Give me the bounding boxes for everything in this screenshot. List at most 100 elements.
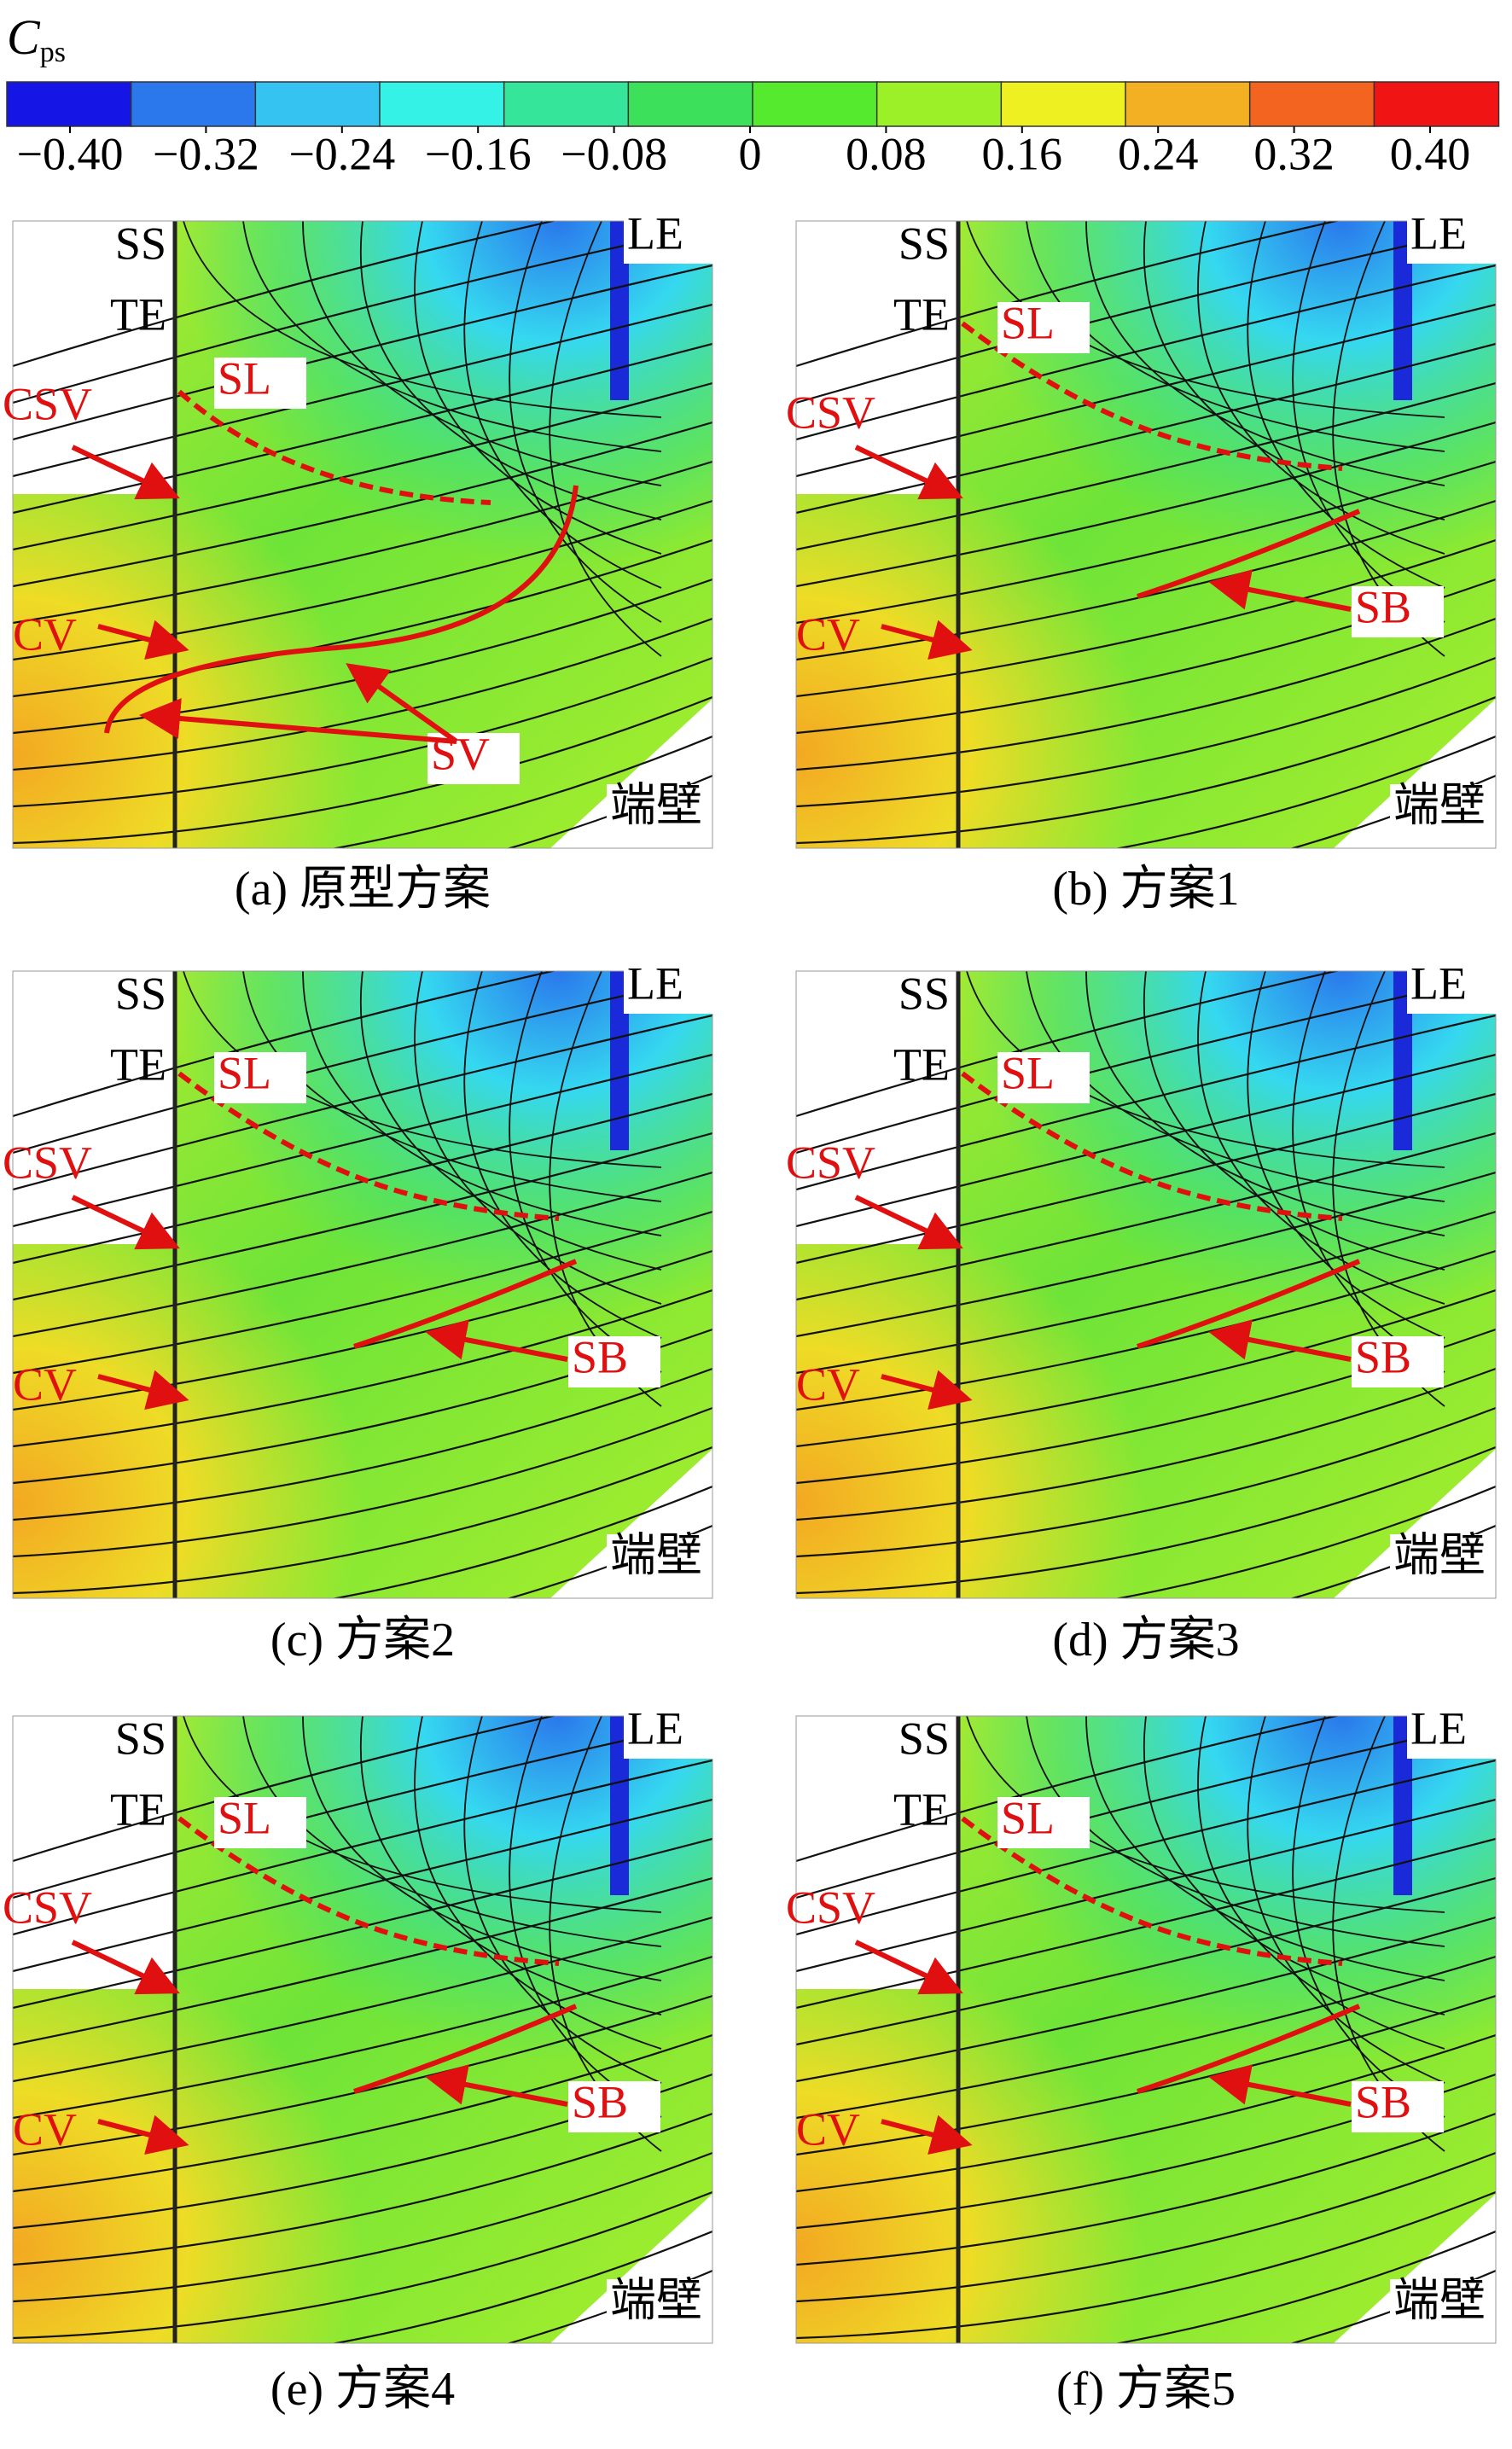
arrow: [1208, 569, 1352, 612]
csv-label: CSV: [786, 1882, 875, 1933]
vortex-line: [1137, 509, 1361, 599]
streamline: [13, 538, 712, 698]
vortex-line: [104, 485, 579, 734]
caption: (a) 原型方案: [235, 863, 491, 916]
ss-label: SS: [115, 968, 166, 1019]
te-label: TE: [893, 1038, 950, 1090]
le-label: LE: [1410, 1702, 1467, 1754]
streamline: [13, 617, 712, 771]
streamline: [13, 2112, 712, 2266]
streamline: [13, 1131, 712, 1301]
csv-label: CSV: [786, 1137, 875, 1188]
te-label: TE: [893, 1783, 950, 1835]
blank: [13, 971, 175, 1244]
streamline: [13, 1798, 712, 1973]
ss-label: SS: [115, 218, 166, 269]
label-bg: [1407, 963, 1499, 1014]
frame: [795, 970, 1497, 1599]
streamline: [414, 971, 662, 1305]
color-segment: [130, 81, 257, 127]
streamline: [796, 1053, 1496, 1228]
streamline: [13, 971, 557, 1118]
streamline: [13, 221, 557, 368]
le-label: LE: [1410, 207, 1467, 259]
streamline: [1197, 971, 1445, 1305]
streamline: [796, 499, 1496, 661]
te-label: TE: [110, 1783, 166, 1835]
streamline: [13, 1916, 712, 2083]
streamline: [13, 1288, 712, 1448]
csv-label: CSV: [3, 378, 92, 429]
le-label: LE: [1410, 957, 1467, 1009]
streamline: [796, 1288, 1496, 1448]
streamline: [796, 1994, 1496, 2156]
panel: SS TE LE SL CSV CV SB 端壁: [786, 1702, 1499, 2344]
colorbar-title: Cps: [7, 9, 66, 67]
label-bg: [568, 1336, 660, 1387]
streamline: [359, 971, 662, 1271]
arrow: [854, 1940, 963, 1995]
streamline: [1292, 221, 1445, 623]
label-bg: [1352, 586, 1444, 637]
wall-label: 端壁: [610, 779, 702, 830]
tick-label: −0.32: [153, 128, 259, 179]
streamline: [183, 971, 662, 1168]
arrow: [71, 1195, 180, 1250]
csv-label: CSV: [3, 1882, 92, 1933]
streamline: [796, 381, 1496, 551]
streamline: [1114, 1485, 1496, 1598]
streamline: [1114, 735, 1496, 848]
caption: (e) 方案4: [270, 2363, 455, 2416]
streamline: [796, 2033, 1496, 2193]
arrow: [97, 2115, 189, 2155]
label-bg: [214, 1797, 306, 1848]
color-segment: [1373, 81, 1500, 127]
streamline: [796, 617, 1496, 771]
streamline: [13, 499, 712, 661]
colorbar: −0.40 −0.32 −0.24 −0.16 −0.08 0 0.08 0.16 0.24 0.…: [6, 81, 1500, 179]
wall-label: 端壁: [1393, 779, 1486, 830]
label-bg: [997, 1052, 1090, 1103]
arrow: [139, 698, 457, 744]
label-bg: [1407, 1707, 1499, 1759]
streamline: [796, 1367, 1496, 1521]
blank: [796, 971, 958, 1244]
vortex-line: [353, 2004, 578, 2094]
sl-label: SL: [218, 1047, 271, 1098]
streamline: [1247, 221, 1445, 589]
streamline: [13, 2190, 712, 2340]
streamline: [13, 656, 712, 808]
te-label: TE: [110, 288, 166, 340]
extra-label: SB: [1355, 581, 1411, 632]
streamline: [13, 1716, 557, 1863]
streamline: [463, 971, 662, 1339]
streamline: [13, 1955, 712, 2120]
arrow: [97, 620, 189, 660]
arrow: [854, 1195, 963, 1250]
streamline: [1197, 1716, 1445, 2050]
sl-label: SL: [1001, 297, 1055, 348]
streamline: [183, 1716, 662, 1913]
label-bg: [607, 1534, 699, 1585]
blank: [796, 221, 958, 494]
extra-label: SB: [1355, 1331, 1411, 1382]
streamline: [796, 1171, 1496, 1338]
extra-label: SB: [572, 2076, 628, 2127]
streamline: [796, 1014, 1496, 1191]
title-sub: ps: [40, 37, 66, 68]
leading-edge: [610, 1716, 629, 1895]
label-bg: [568, 2081, 660, 2132]
streamline: [796, 421, 1496, 588]
streamline: [796, 2190, 1496, 2340]
streamline: [1197, 221, 1445, 555]
sl-label: SL: [218, 352, 271, 404]
streamline: [966, 221, 1445, 418]
label-bg: [1407, 212, 1499, 264]
ss-label: SS: [115, 1713, 166, 1764]
arrow: [346, 663, 458, 744]
blank: [796, 1716, 958, 1989]
streamline: [1026, 221, 1445, 452]
le-label: LE: [627, 957, 683, 1009]
contour-plot: [796, 1716, 1496, 2343]
extra-label: SV: [431, 728, 490, 779]
